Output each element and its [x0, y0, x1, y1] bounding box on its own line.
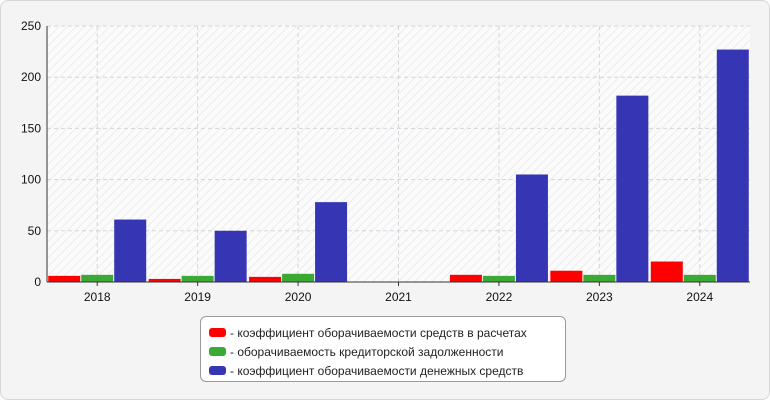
y-tick-label: 100 [21, 173, 41, 187]
bar-2023-series-1 [550, 270, 583, 282]
bar-2018-series-1 [48, 275, 81, 282]
y-tick-label: 0 [34, 275, 41, 289]
x-tick-label: 2020 [285, 290, 312, 304]
x-tick-label: 2024 [686, 290, 713, 304]
x-tick-label: 2019 [184, 290, 211, 304]
legend-label: - коэффициент оборачиваемости средств в … [230, 325, 527, 340]
y-tick-labels: 0 50 100 150 200 250 [21, 19, 41, 289]
bar-2024-series-1 [650, 261, 683, 282]
bars [48, 49, 749, 282]
bar-2022-series-1 [449, 274, 482, 282]
legend-item: - коэффициент оборачиваемости денежных с… [209, 361, 557, 380]
bar-2022-series-2 [482, 275, 515, 282]
legend-label: - оборачиваемость кредиторской задолженн… [230, 344, 504, 359]
bar-2023-series-3 [616, 95, 649, 282]
y-tick-label: 150 [21, 121, 41, 135]
y-tick-label: 200 [21, 70, 41, 84]
legend-item: - коэффициент оборачиваемости средств в … [209, 323, 557, 342]
x-tick-labels: 2018 2019 2020 2021 2022 2023 2024 [84, 290, 714, 304]
legend: - коэффициент оборачиваемости средств в … [200, 316, 566, 382]
legend-item: - оборачиваемость кредиторской задолженн… [209, 342, 557, 361]
y-tick-label: 250 [21, 19, 41, 33]
legend-swatch [209, 366, 226, 375]
legend-swatch [209, 347, 226, 356]
bar-2019-series-2 [181, 275, 214, 282]
bar-2019-series-1 [148, 278, 181, 282]
bar-2020-series-1 [249, 276, 282, 282]
bar-2020-series-3 [315, 202, 348, 282]
x-tick-label: 2022 [486, 290, 513, 304]
x-tick-label: 2023 [586, 290, 613, 304]
bar-2019-series-3 [214, 230, 247, 282]
bar-2020-series-2 [282, 273, 315, 282]
x-tick-label: 2021 [385, 290, 412, 304]
axes [46, 26, 750, 283]
legend-swatch [209, 328, 226, 337]
bar-2018-series-2 [81, 274, 114, 282]
bar-2024-series-2 [683, 274, 716, 282]
bar-2018-series-3 [114, 219, 147, 282]
bar-2023-series-2 [583, 274, 616, 282]
bar-2022-series-3 [515, 174, 548, 282]
x-tick-label: 2018 [84, 290, 111, 304]
bar-2024-series-3 [716, 49, 749, 282]
y-tick-label: 50 [28, 224, 42, 238]
grid-lines [47, 25, 750, 286]
legend-label: - коэффициент оборачиваемости денежных с… [230, 363, 524, 378]
